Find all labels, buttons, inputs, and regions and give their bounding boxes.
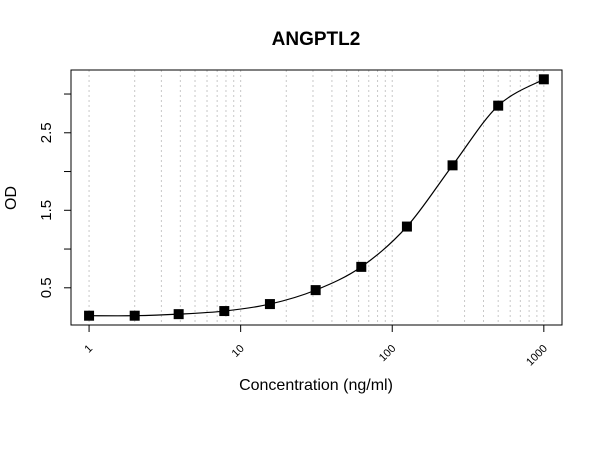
point (538, 74, 549, 85)
x-tick-label: 10 (230, 343, 247, 360)
plot-frame (70, 69, 563, 326)
y-tick-label: 2.5 (38, 122, 55, 143)
y-tick-label: 0.5 (38, 277, 55, 298)
point (356, 261, 367, 272)
point (173, 309, 184, 320)
x-tick-label: 1 (82, 343, 95, 356)
point (493, 100, 504, 111)
y-tick-label: 1.5 (38, 200, 55, 221)
fit-curve (89, 78, 545, 317)
point (447, 160, 458, 171)
y-axis-label: OD (3, 186, 20, 210)
point (401, 221, 412, 232)
point (219, 306, 230, 317)
point (310, 285, 321, 296)
x-tick-label: 1000 (524, 343, 550, 369)
point (264, 299, 275, 310)
x-tick-label: 100 (377, 343, 398, 364)
x-axis-label: Concentration (ng/ml) (239, 377, 393, 394)
point (84, 310, 95, 321)
point (129, 310, 140, 321)
chart-title: ANGPTL2 (272, 29, 361, 50)
